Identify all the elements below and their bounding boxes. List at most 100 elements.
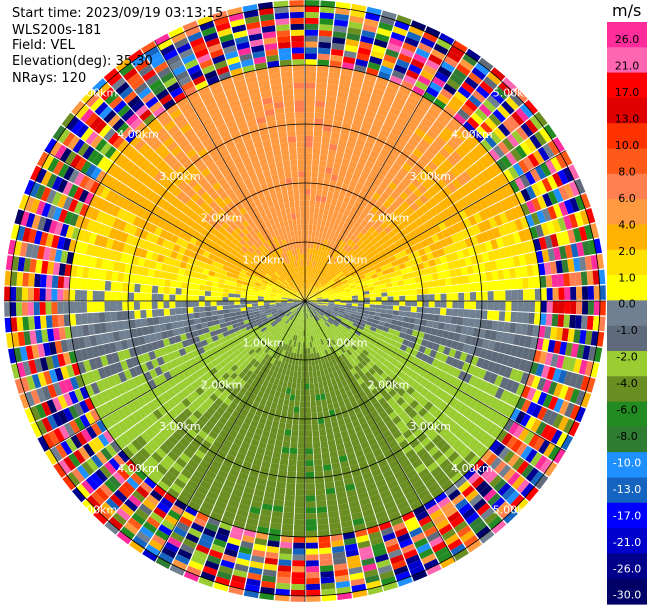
velocity-cell [446, 301, 452, 308]
velocity-cell [316, 400, 322, 407]
velocity-cell [317, 512, 328, 519]
velocity-cell [492, 271, 499, 281]
velocity-cell [318, 524, 329, 531]
velocity-cell [316, 370, 321, 376]
velocity-cell [141, 318, 148, 327]
velocity-cell [318, 42, 331, 49]
velocity-cell [235, 308, 241, 312]
velocity-cell [321, 196, 327, 203]
velocity-cell [475, 283, 482, 292]
velocity-cell [470, 301, 476, 309]
velocity-cell [291, 389, 296, 395]
velocity-cell [587, 271, 594, 285]
velocity-cell [278, 565, 291, 572]
velocity-cell [323, 464, 332, 471]
velocity-cell [324, 387, 330, 394]
velocity-cell [141, 276, 148, 285]
velocity-cell [297, 466, 305, 472]
velocity-cell [505, 279, 512, 289]
velocity-cell [308, 354, 311, 360]
velocity-cell [206, 316, 213, 322]
velocity-cell [558, 301, 564, 314]
velocity-cell [316, 77, 327, 84]
velocity-cell [594, 301, 600, 315]
velocity-cell [410, 312, 417, 318]
velocity-cell [313, 448, 321, 455]
velocity-cell [374, 285, 380, 290]
velocity-cell [320, 559, 333, 566]
velocity-cell [318, 214, 323, 221]
velocity-cell [305, 366, 308, 372]
velocity-cell [187, 295, 193, 301]
velocity-cell [363, 291, 369, 295]
velocity-cell [194, 284, 201, 290]
velocity-cell [322, 190, 328, 197]
velocity-cell [392, 281, 399, 286]
velocity-cell [458, 301, 464, 309]
velocity-cell [117, 282, 124, 291]
velocity-cell [294, 407, 300, 413]
velocity-cell [376, 297, 382, 301]
velocity-cell [523, 289, 529, 300]
velocity-cell [429, 294, 435, 300]
velocity-cell [158, 302, 164, 309]
velocity-cell [582, 286, 588, 300]
velocity-cell [28, 302, 34, 315]
velocity-cell [300, 401, 305, 407]
velocity-cell [200, 279, 207, 285]
velocity-cell [311, 359, 315, 365]
velocity-cell [309, 377, 313, 383]
velocity-cell [22, 287, 28, 301]
velocity-cell [594, 286, 600, 300]
velocity-cell [499, 311, 506, 321]
velocity-cell [411, 301, 417, 306]
velocity-cell [291, 590, 305, 596]
velocity-cell [75, 314, 82, 325]
velocity-cell [295, 513, 306, 519]
velocity-cell [500, 301, 506, 311]
velocity-cell [352, 304, 358, 307]
velocity-cell [234, 298, 240, 301]
velocity-cell [34, 316, 41, 329]
velocity-cell [326, 428, 333, 435]
velocity-cell [291, 430, 298, 436]
velocity-cell [403, 279, 410, 285]
velocity-cell [451, 277, 458, 285]
velocity-cell [175, 308, 181, 315]
velocity-cell [399, 301, 405, 306]
velocity-cell [375, 293, 381, 297]
velocity-cell [398, 311, 405, 316]
velocity-cell [305, 24, 318, 30]
velocity-cell [445, 316, 452, 324]
velocity-cell [320, 565, 333, 572]
velocity-cell [315, 107, 325, 114]
velocity-cell [310, 383, 315, 389]
velocity-cell [541, 288, 547, 300]
velocity-cell [305, 53, 317, 59]
velocity-cell [306, 596, 321, 602]
velocity-cell [322, 131, 331, 138]
velocity-cell [28, 316, 35, 330]
velocity-cell [310, 201, 315, 207]
velocity-cell [314, 454, 322, 460]
velocity-cell [470, 292, 476, 300]
velocity-cell [319, 30, 332, 37]
velocity-cell [205, 301, 211, 306]
velocity-cell [321, 143, 329, 150]
velocity-cell [469, 310, 476, 319]
velocity-cell [280, 542, 292, 549]
velocity-cell [600, 301, 606, 316]
velocity-cell [147, 318, 154, 326]
velocity-cell [292, 560, 305, 566]
velocity-cell [87, 313, 94, 324]
velocity-cell [16, 317, 23, 331]
velocity-cell [387, 287, 393, 292]
velocity-cell [279, 392, 285, 399]
velocity-cell [134, 293, 140, 301]
velocity-cell [296, 383, 301, 389]
velocity-cell [317, 71, 328, 78]
velocity-cell [217, 288, 223, 293]
velocity-cell [399, 296, 405, 301]
velocity-cell [152, 294, 158, 301]
velocity-cell [212, 282, 219, 287]
